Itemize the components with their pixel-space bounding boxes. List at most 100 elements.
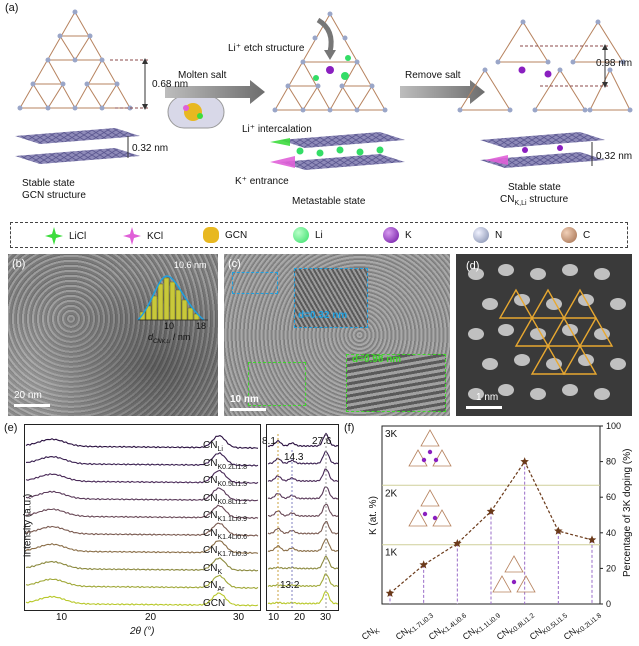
xrd-series-label-1: CNK0.2Li1.8 (203, 458, 247, 473)
xrd-tick-left-20: 20 (145, 612, 157, 623)
gcn-sheet-mid-bottom (280, 154, 405, 170)
k-doping-chart: 0 20 40 60 80 100 3K 2K 1K K (at. %) Percentage of… (368, 421, 633, 609)
xrd-series-label-sub-8: Ar (217, 586, 225, 593)
xrd-series-label-7: CNK (203, 563, 222, 578)
xrd-series-label-sub-5: K1.4Li0.6 (217, 533, 248, 541)
legend-label-li: Li (315, 229, 323, 241)
histogram-xlabel-base: d (148, 332, 154, 342)
f-ylabel-right: Percentage of 3K doping (%) (622, 449, 633, 577)
legend-label-gcn: GCN (225, 229, 248, 241)
xrd-series-label-base-0: CN (203, 440, 218, 451)
xrd-series-label-base-2: CN (203, 475, 218, 486)
gcn-blob-icon (203, 227, 219, 243)
gcn-atoms-mid (272, 11, 388, 113)
panel-d-scale-bar (466, 406, 502, 409)
right-tick-label-4: 80 (606, 457, 616, 467)
panel-a-schematic (15, 9, 633, 170)
peak-14-3-label: 14.3 (284, 452, 304, 463)
right-tick-label-1: 20 (606, 563, 616, 573)
xrd-tick-left-30: 30 (233, 612, 245, 623)
peak-8-1-label: 8.1 (262, 436, 276, 447)
panel-b-scale-bar (14, 404, 50, 407)
xrd-tick-right-30: 30 (320, 612, 332, 623)
xrd-curve-right-7 (267, 555, 339, 570)
legend-item-k: K (383, 227, 412, 243)
spacing-032-right-label: 0.32 nm (596, 151, 633, 162)
gcn-sheet-mid-top (280, 132, 405, 148)
roi-top (232, 272, 278, 294)
legend-label-c: C (583, 229, 591, 241)
xrd-curve-left-2 (25, 469, 259, 485)
peak-13-2-label: 13.2 (280, 580, 300, 591)
panel-c-scale-bar (230, 408, 266, 411)
panel-e-letter: (e) (4, 422, 18, 434)
histogram-peak: 10.6 nm (174, 260, 207, 270)
xrd-curve-right-2 (267, 468, 339, 483)
xrd-plot (24, 424, 339, 611)
xrd-series-label-3: CNK0.8Li1.2 (203, 493, 247, 508)
legend-item-kcl: KCl (123, 227, 163, 245)
xrd-tick-right-10: 10 (268, 612, 280, 623)
data-point-3 (486, 506, 496, 516)
xrd-curve-left-1 (25, 451, 259, 467)
data-point-5 (554, 526, 563, 535)
mini-lattice-icon (492, 555, 536, 593)
kcl-star-icon (123, 227, 141, 245)
f-ylabel-left: K (at. %) (368, 496, 379, 535)
cnkli-atoms-right (457, 19, 633, 113)
xrd-xlabel: 2θ (°) (130, 626, 155, 637)
spacing-098-label: 0.98 nm (596, 58, 633, 69)
xrd-series-label-base-4: CN (203, 510, 218, 521)
legend-item-gcn: GCN (203, 227, 247, 243)
k-sphere-icon (383, 227, 399, 243)
xrd-curve-right-5 (267, 520, 339, 535)
xrd-series-label-base-7: CN (203, 562, 218, 574)
right-caption-2-suffix: structure (526, 194, 569, 205)
legend-item-c: C (561, 227, 590, 243)
d-032-label: d=0.32 nm (298, 310, 348, 321)
xrd-series-label-5: CNK1.4Li0.6 (203, 528, 247, 543)
level-label-0: 3K (385, 429, 398, 440)
li-etch-label: Li⁺ etch structure (228, 43, 305, 54)
level-label-1: 2K (385, 488, 398, 499)
right-tick-label-2: 40 (606, 528, 616, 538)
panel-c-scale-label: 10 nm (230, 394, 259, 405)
spacing-032-left-label: 0.32 nm (132, 143, 169, 154)
metastable-caption: Metastable state (292, 196, 366, 207)
xrd-series-label-base-5: CN (203, 527, 218, 539)
xrd-curve-right-4 (267, 503, 339, 518)
remove-salt-label: Remove salt (405, 70, 461, 81)
histogram-xlabel-suffix: / nm (170, 332, 191, 342)
panel-d-stem: 1 nm (456, 254, 632, 416)
xrd-curve-left-5 (25, 522, 259, 537)
legend-label-n: N (495, 229, 503, 241)
inset-top (294, 268, 368, 328)
xrd-series-label-sub-7: K (217, 568, 223, 576)
panel-f-letter: (f) (344, 422, 355, 434)
xrd-series-label-0: CNLi (203, 440, 223, 455)
xrd-series-label-2: CNK0.5Li1.5 (203, 475, 247, 490)
xrd-series-label-base-9: GCN (203, 597, 226, 609)
c-sphere-icon (561, 227, 577, 243)
xrd-tick-left-10: 10 (56, 612, 68, 623)
xrd-series-label-sub-4: K1.1Li0.9 (217, 516, 248, 523)
xrd-series-label-sub-3: K0.8Li1.2 (217, 498, 248, 506)
licl-star-icon (45, 227, 63, 245)
legend-label-kcl: KCl (147, 230, 164, 242)
level-label-2: 1K (385, 548, 398, 559)
data-point-1 (419, 560, 428, 569)
histogram-xlabel-sub2: K,Li (161, 338, 171, 345)
gcn-atoms-left (17, 9, 133, 111)
legend-item-n: N (473, 227, 502, 243)
mini-lattice-icon (408, 429, 452, 467)
li-sphere-icon (293, 227, 309, 243)
mini-lattice-icon (408, 489, 452, 527)
data-point-6 (587, 535, 597, 544)
data-point-0 (385, 588, 395, 597)
xrd-tick-right-20: 20 (294, 612, 306, 623)
data-point-2 (453, 539, 462, 548)
left-caption-1: Stable state (22, 178, 75, 189)
spacing-068-label: 0.68 nm (152, 79, 189, 90)
legend-item-licl: LiCl (45, 227, 86, 245)
xrd-curve-left-8 (25, 574, 259, 590)
